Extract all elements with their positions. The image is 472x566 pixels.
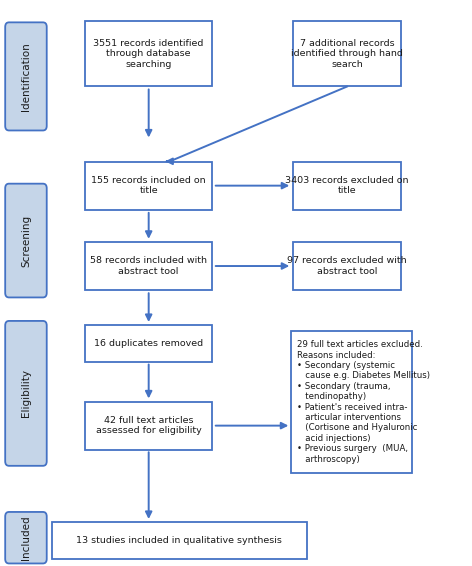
Text: 13 studies included in qualitative synthesis: 13 studies included in qualitative synth…: [76, 536, 282, 545]
FancyBboxPatch shape: [85, 325, 212, 362]
FancyBboxPatch shape: [5, 321, 47, 466]
FancyBboxPatch shape: [293, 242, 401, 290]
FancyBboxPatch shape: [85, 242, 212, 290]
Text: 58 records included with
abstract tool: 58 records included with abstract tool: [90, 256, 207, 276]
FancyBboxPatch shape: [291, 331, 412, 473]
FancyBboxPatch shape: [293, 162, 401, 209]
Text: Eligibility: Eligibility: [21, 370, 31, 417]
FancyBboxPatch shape: [85, 402, 212, 449]
Text: 42 full text articles
assessed for eligibility: 42 full text articles assessed for eligi…: [96, 416, 202, 435]
FancyBboxPatch shape: [5, 512, 47, 564]
Text: 29 full text articles excluded.
Reasons included:
• Secondary (systemic
   cause: 29 full text articles excluded. Reasons …: [296, 340, 430, 464]
Text: Screening: Screening: [21, 215, 31, 267]
FancyBboxPatch shape: [85, 162, 212, 209]
Text: 3403 records excluded on
title: 3403 records excluded on title: [285, 176, 409, 195]
FancyBboxPatch shape: [5, 23, 47, 131]
FancyBboxPatch shape: [52, 522, 307, 559]
Text: 7 additional records
identified through hand
search: 7 additional records identified through …: [291, 39, 403, 68]
FancyBboxPatch shape: [5, 183, 47, 298]
Text: 155 records included on
title: 155 records included on title: [92, 176, 206, 195]
FancyBboxPatch shape: [293, 22, 401, 86]
Text: 97 records excluded with
abstract tool: 97 records excluded with abstract tool: [287, 256, 407, 276]
Text: 3551 records identified
through database
searching: 3551 records identified through database…: [93, 39, 204, 68]
FancyBboxPatch shape: [85, 22, 212, 86]
Text: 16 duplicates removed: 16 duplicates removed: [94, 339, 203, 348]
Text: Included: Included: [21, 516, 31, 560]
Text: Identification: Identification: [21, 42, 31, 111]
